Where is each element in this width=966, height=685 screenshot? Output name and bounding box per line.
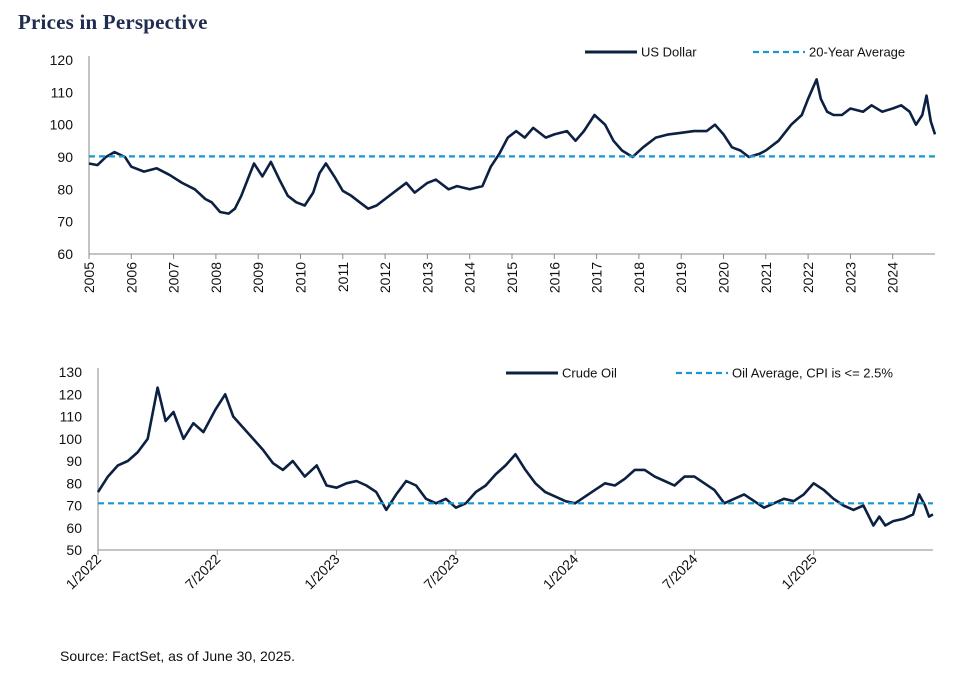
x-tick-label: 7/2022 <box>182 551 224 593</box>
y-tick-label: 100 <box>50 117 74 133</box>
y-tick-label: 70 <box>57 214 73 230</box>
y-tick-label: 110 <box>51 84 74 100</box>
legend-label-20-year-average: 20-Year Average <box>809 45 905 60</box>
x-tick-label: 2021 <box>758 262 774 293</box>
x-tick-label: 2005 <box>81 262 97 293</box>
x-tick-label: 1/2023 <box>301 551 343 593</box>
legend-label-oil-average-cpi-is-2-5: Oil Average, CPI is <= 2.5% <box>732 366 893 381</box>
x-tick-label: 1/2024 <box>540 551 582 593</box>
x-tick-label: 2022 <box>800 262 816 293</box>
x-tick-label: 2014 <box>462 262 478 293</box>
y-tick-label: 60 <box>57 246 73 262</box>
y-tick-label: 80 <box>57 181 73 197</box>
x-tick-label: 2024 <box>885 262 901 293</box>
y-tick-label: 120 <box>59 386 83 402</box>
y-tick-label: 120 <box>50 52 74 68</box>
x-tick-label: 1/2025 <box>778 551 820 593</box>
page-title: Prices in Perspective <box>18 10 208 34</box>
y-tick-label: 70 <box>66 498 82 514</box>
x-tick-label: 2013 <box>419 262 435 293</box>
x-tick-label: 2006 <box>123 262 139 293</box>
x-tick-label: 2011 <box>335 262 351 292</box>
y-tick-label: 110 <box>60 409 83 425</box>
x-tick-label: 2008 <box>208 262 224 293</box>
x-tick-label: 2010 <box>293 262 309 293</box>
x-tick-label: 2016 <box>546 262 562 293</box>
x-tick-label: 2023 <box>842 262 858 293</box>
x-tick-label: 2017 <box>589 262 605 293</box>
x-tick-label: 2015 <box>504 262 520 293</box>
source-note: Source: FactSet, as of June 30, 2025. <box>60 648 296 664</box>
x-tick-label: 7/2024 <box>659 551 701 593</box>
x-tick-label: 2020 <box>716 262 732 293</box>
x-tick-label: 2019 <box>673 262 689 293</box>
x-tick-label: 2009 <box>250 262 266 293</box>
y-tick-label: 90 <box>66 453 82 469</box>
y-tick-label: 100 <box>59 431 83 447</box>
x-tick-label: 2012 <box>377 262 393 293</box>
x-tick-label: 2018 <box>631 262 647 293</box>
legend-label-crude-oil: Crude Oil <box>562 366 617 381</box>
y-tick-label: 50 <box>66 542 82 558</box>
series-line-us-dollar <box>88 78 937 215</box>
y-tick-label: 60 <box>66 520 82 536</box>
x-tick-label: 7/2023 <box>420 551 462 593</box>
legend-label-us-dollar: US Dollar <box>641 45 697 60</box>
y-tick-label: 80 <box>66 475 82 491</box>
x-tick-label: 2007 <box>166 262 182 293</box>
y-tick-label: 90 <box>57 149 73 165</box>
y-tick-label: 130 <box>59 364 83 380</box>
series-line-crude-oil <box>96 386 934 527</box>
